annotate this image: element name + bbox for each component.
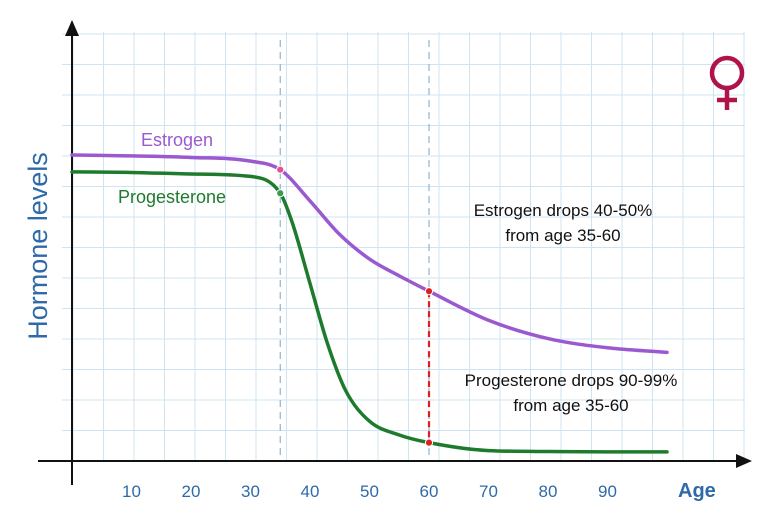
annotation-progesterone-line-1: Progesterone drops 90-99% — [465, 371, 678, 390]
x-tick-label: 70 — [479, 482, 498, 501]
series-line-progesterone — [70, 170, 669, 454]
grid — [62, 32, 745, 462]
markers — [276, 165, 434, 447]
series-label-progesterone: Progesterone — [118, 187, 226, 207]
x-axis-label: Age — [678, 480, 716, 502]
series-line-estrogen — [70, 153, 669, 355]
x-tick-label: 60 — [420, 482, 439, 501]
x-tick-label: 10 — [122, 482, 141, 501]
reference-lines — [279, 40, 430, 461]
female-symbol-icon — [709, 55, 745, 110]
data-point-estrogen-35 — [276, 165, 285, 174]
x-tick-label: 40 — [301, 482, 320, 501]
x-tick-label: 90 — [598, 482, 617, 501]
series-label-estrogen: Estrogen — [141, 130, 213, 150]
annotation-estrogen-line-2: from age 35-60 — [505, 226, 620, 245]
annotation-progesterone-line-2: from age 35-60 — [513, 396, 628, 415]
data-point-progesterone-35 — [276, 189, 285, 198]
x-tick-labels: 10 20 30 40 50 60 70 80 90 — [122, 482, 617, 501]
x-axis-arrow — [736, 454, 752, 468]
data-point-progesterone-60 — [424, 438, 434, 447]
data-point-estrogen-60 — [424, 287, 434, 296]
y-axis-label: Hormone levels — [23, 152, 53, 340]
series-group — [70, 153, 669, 454]
x-tick-label: 30 — [241, 482, 260, 501]
x-tick-label: 20 — [182, 482, 201, 501]
y-axis-arrow — [65, 20, 79, 36]
x-tick-label: 50 — [360, 482, 379, 501]
annotation-estrogen-line-1: Estrogen drops 40-50% — [474, 201, 653, 220]
x-tick-label: 80 — [539, 482, 558, 501]
